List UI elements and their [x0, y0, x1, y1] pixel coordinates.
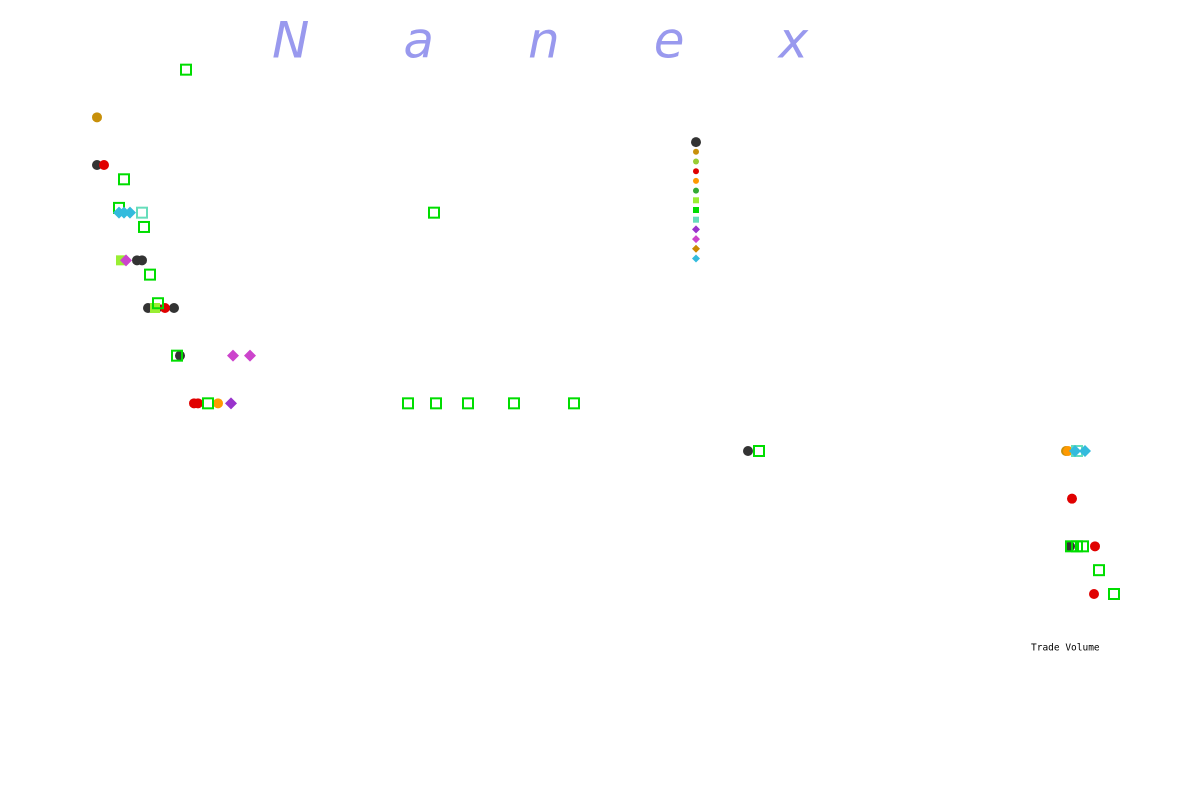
- trade-marker: [508, 397, 520, 410]
- trade-marker: [180, 63, 192, 76]
- legend-marker: [692, 244, 700, 253]
- trade-marker: [137, 255, 147, 266]
- legend-marker: [691, 137, 701, 148]
- trade-marker: [1079, 445, 1091, 457]
- trade-marker: [138, 220, 150, 233]
- trade-marker: [1067, 493, 1077, 504]
- trade-marker: [402, 397, 414, 410]
- legend-marker: [692, 225, 700, 234]
- trade-marker: [428, 206, 440, 219]
- trade-marker: [118, 173, 130, 186]
- trade-marker: [1093, 564, 1105, 577]
- trade-marker: [92, 160, 102, 170]
- watermark: Nanex: [272, 12, 902, 70]
- trade-marker: [225, 397, 237, 410]
- legend-marker: [693, 177, 699, 184]
- trade-marker: [1089, 589, 1099, 599]
- legend-marker: [693, 207, 699, 213]
- trade-marker: [136, 206, 148, 219]
- trade-marker: [1090, 541, 1100, 552]
- trade-marker: [227, 349, 239, 362]
- legend-marker: [693, 148, 699, 155]
- trade-marker: [120, 254, 132, 267]
- trades-layer: [92, 63, 1120, 600]
- trade-marker: [124, 206, 136, 219]
- trade-marker: [1063, 446, 1073, 456]
- trade-marker: [152, 297, 164, 310]
- legend-marker: [693, 158, 699, 165]
- legend-marker: [693, 168, 699, 175]
- trade-marker: [99, 160, 109, 170]
- legend-marker: [692, 235, 700, 244]
- legend-marker: [693, 216, 699, 223]
- legend-marker: [693, 187, 699, 194]
- trade-marker: [1069, 445, 1081, 457]
- legend-marker: [692, 254, 700, 263]
- trade-marker: [193, 398, 203, 409]
- table-layer: [691, 137, 701, 263]
- trade-marker: [171, 349, 183, 362]
- trade-marker: [169, 303, 179, 313]
- trade-marker: [92, 112, 102, 123]
- trade-marker: [202, 397, 214, 410]
- trade-marker: [144, 268, 156, 281]
- trade-marker: [244, 349, 256, 362]
- trade-marker: [462, 397, 474, 410]
- volume-label: Trade Volume: [1031, 643, 1100, 654]
- trade-marker: [430, 397, 442, 410]
- trade-marker: [1108, 588, 1120, 600]
- trade-marker: [568, 397, 580, 410]
- trade-marker: [753, 445, 765, 457]
- trade-marker: [175, 350, 185, 361]
- legend-marker: [693, 197, 699, 204]
- trade-marker: [213, 398, 223, 409]
- trade-marker: [1077, 540, 1089, 553]
- trade-marker: [743, 446, 753, 456]
